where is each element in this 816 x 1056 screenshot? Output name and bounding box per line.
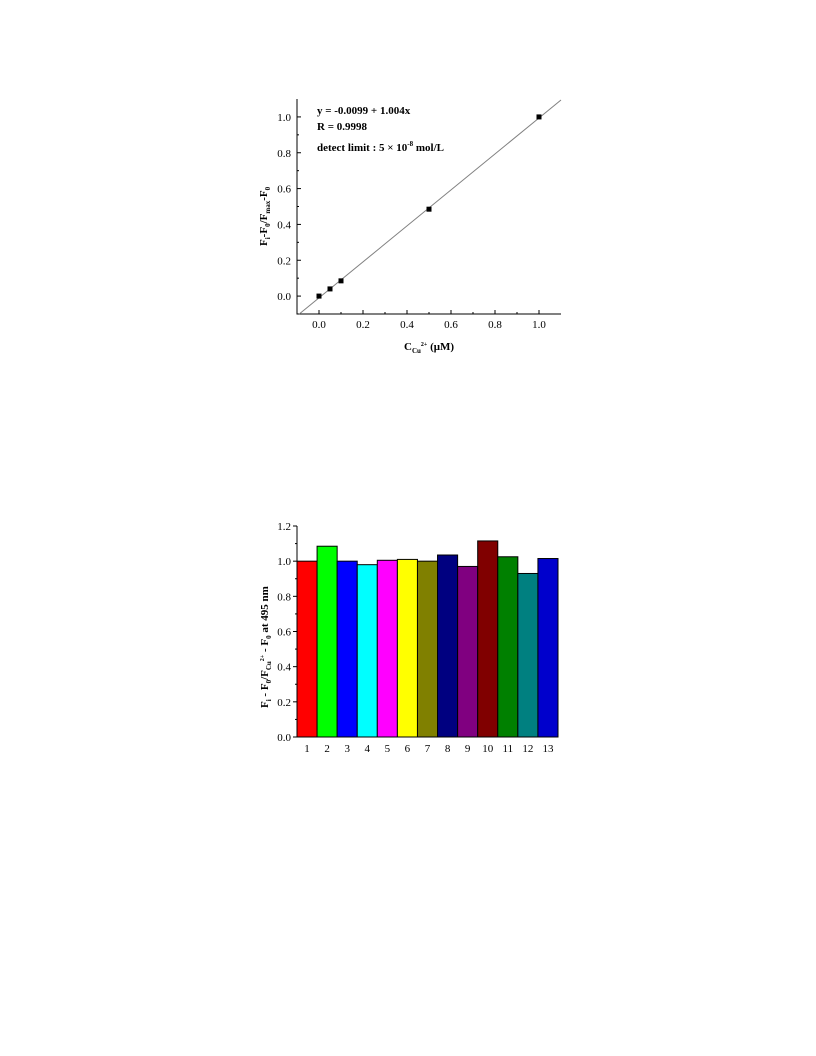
selectivity-x-tick-label: 10: [482, 743, 494, 755]
y2-part-9: at 495 nm: [259, 586, 271, 635]
selectivity-x-labels: 1 2 3 4 5 6 7 8 9 10 11 12 13: [304, 743, 554, 755]
y2-part-6: 2+: [260, 654, 266, 661]
selectivity-y-tick-label: 1.2: [277, 521, 291, 533]
detect-limit-exp: -8: [407, 140, 413, 148]
calibration-y-tick-label: 0.8: [277, 148, 291, 160]
y1-part-5: max: [264, 200, 272, 213]
calibration-y-tick-label: 0.2: [277, 255, 291, 267]
selectivity-bar: [537, 558, 559, 738]
selectivity-x-tick-label: 1: [304, 743, 310, 755]
selectivity-x-tick-label: 7: [425, 743, 431, 755]
y2-part-0: F: [259, 701, 271, 708]
selectivity-bar: [396, 558, 418, 738]
calibration-x-tick-label: 1.0: [532, 319, 546, 331]
calibration-y-label: Fi-F0/Fmax-F0: [258, 186, 272, 246]
fit-equation: y = -0.0099 + 1.004x: [317, 105, 411, 117]
y1-part-2: -F: [258, 227, 270, 238]
selectivity-bar: [356, 564, 378, 738]
selectivity-x-tick-label: 3: [344, 743, 350, 755]
selectivity-y-ticks: 0.0 0.2 0.4 0.6 0.8 1.0 1.2: [277, 521, 297, 744]
detect-limit-prefix: detect limit : 5 × 10: [317, 142, 408, 154]
selectivity-axes: [296, 526, 558, 738]
selectivity-x-tick-label: 8: [445, 743, 451, 755]
selectivity-bar: [336, 560, 358, 738]
x-label-sup: 2+: [421, 342, 428, 348]
x-label-unit: (μM): [427, 341, 454, 353]
x-label-main: C: [404, 341, 412, 353]
calibration-x-label: CCu2+ (μM): [404, 341, 454, 355]
calibration-points: [316, 114, 542, 299]
calibration-point: [338, 278, 344, 284]
calibration-y-tick-label: 0.6: [277, 184, 291, 196]
calibration-x-ticks: 0.0 0.2 0.4 0.6 0.8 1.0: [312, 310, 546, 331]
selectivity-bars: [296, 540, 559, 738]
calibration-axes: [296, 99, 561, 315]
y1-part-4: /F: [258, 213, 270, 224]
selectivity-bar: [316, 545, 338, 738]
selectivity-x-tick-label: 9: [465, 743, 471, 755]
selectivity-bar: [296, 560, 318, 738]
selectivity-y-label: Fi - F0/FCu2+ - F0 at 495 nm: [259, 586, 273, 708]
selectivity-bar: [457, 565, 479, 738]
selectivity-y-tick-label: 1.0: [277, 556, 291, 568]
selectivity-x-tick-label: 4: [365, 743, 371, 755]
calibration-point: [327, 286, 333, 292]
y1-part-1: i: [264, 237, 272, 239]
calibration-point: [536, 114, 542, 120]
selectivity-y-tick-label: 0.6: [277, 627, 291, 639]
selectivity-x-tick-label: 12: [522, 743, 533, 755]
selectivity-y-tick-label: 0.2: [277, 697, 291, 709]
selectivity-bar: [477, 540, 499, 738]
calibration-x-tick-label: 0.8: [488, 319, 502, 331]
selectivity-x-tick-label: 2: [324, 743, 330, 755]
detect-limit-suffix: mol/L: [413, 142, 444, 154]
calibration-x-tick-label: 0.4: [400, 319, 414, 331]
y2-part-8: 0: [265, 635, 273, 639]
calibration-y-ticks: 0.0 0.2 0.4 0.6 0.8 1.0: [277, 112, 301, 303]
calibration-y-tick-label: 0.0: [277, 291, 291, 303]
selectivity-bar: [437, 554, 459, 738]
selectivity-bar: [416, 560, 439, 738]
y2-part-4: /F: [259, 670, 271, 681]
calibration-point: [426, 206, 432, 212]
y1-part-6: -F: [258, 190, 270, 201]
selectivity-y-tick-label: 0.0: [277, 732, 291, 744]
selectivity-x-tick-label: 6: [405, 743, 411, 755]
calibration-point: [316, 293, 322, 299]
y1-part-7: 0: [264, 186, 272, 190]
y2-part-1: i: [265, 699, 273, 701]
selectivity-x-tick-label: 5: [385, 743, 391, 755]
calibration-x-tick-label: 0.6: [444, 319, 458, 331]
r-value: R = 0.9998: [317, 121, 367, 133]
calibration-y-tick-label: 1.0: [277, 112, 291, 124]
y2-part-3: 0: [265, 679, 273, 683]
selectivity-y-tick-label: 0.8: [277, 591, 291, 603]
selectivity-x-tick-label: 11: [503, 743, 514, 755]
calibration-x-tick-label: 0.0: [312, 319, 326, 331]
y1-part-0: F: [258, 239, 270, 246]
x-label-sub: Cu: [412, 347, 421, 355]
selectivity-bar: [376, 559, 398, 738]
detect-limit: detect limit : 5 × 10-8 mol/L: [317, 140, 444, 154]
calibration-x-tick-label: 0.2: [356, 319, 370, 331]
calibration-chart: 0.0 0.2 0.4 0.6 0.8 1.0 0.0 0.2 0.4 0.6 0.8 1.0 y …: [258, 99, 562, 355]
selectivity-y-tick-label: 0.4: [277, 662, 291, 674]
y2-part-5: Cu: [265, 661, 273, 670]
selectivity-x-tick-label: 13: [542, 743, 554, 755]
calibration-y-tick-label: 0.4: [277, 219, 291, 231]
y2-part-2: - F: [259, 683, 271, 699]
selectivity-chart: 0.00.20.40.60.81.01.2 1 2 3 4 5 6 7 8 9 10 11 12 13 …: [259, 521, 559, 755]
y2-part-7: - F: [259, 639, 271, 655]
selectivity-bar: [517, 572, 539, 738]
selectivity-bar: [497, 556, 519, 738]
y1-part-3: 0: [264, 223, 272, 227]
